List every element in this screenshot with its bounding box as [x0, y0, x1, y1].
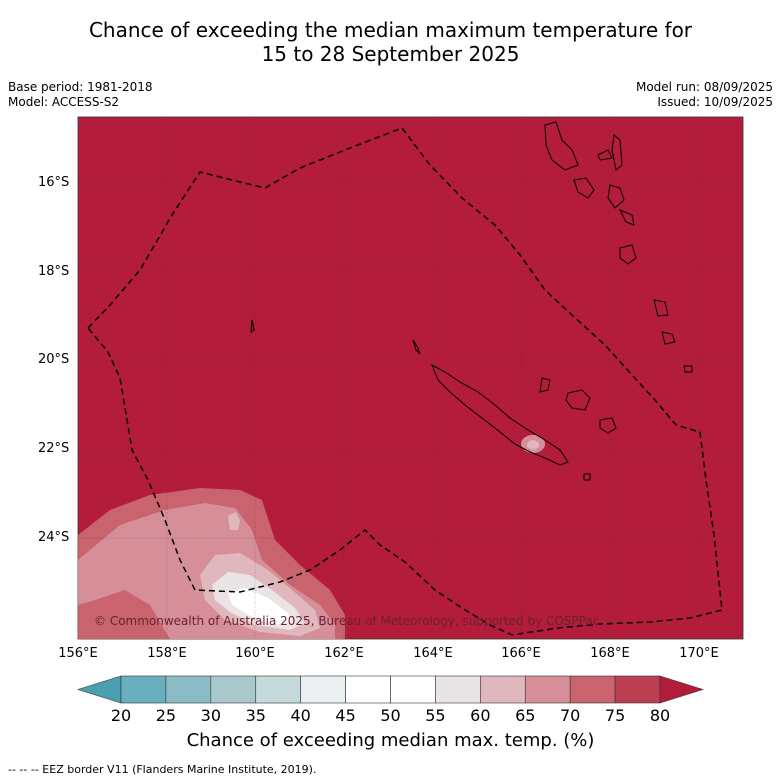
gridlines: [78, 117, 743, 639]
issued-date: Issued: 10/09/2025: [657, 95, 773, 109]
colorbar-tick-25: 25: [155, 706, 177, 725]
colorbar-tick-50: 50: [380, 706, 401, 725]
colorbar-segment-25: [165, 675, 212, 704]
lon-tick-164e: 164°E: [413, 646, 453, 661]
colorbar-segment-35: [255, 675, 301, 704]
lon-tick-170e: 170°E: [679, 646, 719, 661]
title-line-1: Chance of exceeding the median maximum t…: [88, 18, 693, 42]
colorbar-segment-45: [345, 675, 391, 704]
meta-left: Base period: 1981-2018 Model: ACCESS-S2: [8, 80, 153, 110]
colorbar-segment-20: [120, 675, 167, 704]
copyright-notice: © Commonwealth of Australia 2025, Bureau…: [94, 614, 600, 628]
lon-tick-156e: 156°E: [58, 646, 98, 661]
colorbar-segment-70: [569, 675, 616, 704]
espiritu-santo-island: [544, 121, 579, 171]
colorbar-segment-75: [614, 675, 661, 704]
belep-islands: [412, 339, 421, 355]
erromango-island: [653, 299, 669, 317]
model-run: Model run: 08/09/2025: [635, 80, 773, 94]
colorbar-tick-70: 70: [559, 706, 581, 725]
colorbar-label: Chance of exceeding median max. temp. (%…: [186, 730, 595, 751]
lon-tick-162e: 162°E: [324, 646, 364, 661]
eez-legend: -- -- -- EEZ border V11 (Flanders Marine…: [8, 763, 317, 776]
title-line-2: 15 to 28 September 2025: [261, 42, 520, 66]
vanuatu-island-2: [597, 149, 613, 161]
aneityum-island: [683, 365, 693, 373]
colorbar-tick-30: 30: [200, 706, 222, 725]
mare-island: [599, 417, 617, 434]
chesterfield-reef: [250, 319, 255, 333]
probability-contours: [78, 117, 743, 639]
colorbar-tick-20: 20: [110, 706, 132, 725]
tanna-island: [661, 331, 676, 345]
base-period: Base period: 1981-2018: [8, 80, 153, 94]
model-name: Model: ACCESS-S2: [8, 95, 120, 109]
lon-tick-158e: 158°E: [147, 646, 187, 661]
colorbar-segment-65: [524, 675, 571, 704]
walpole-island: [583, 473, 591, 481]
colorbar-tick-45: 45: [335, 706, 356, 725]
lat-tick-20s: 20°S: [38, 352, 70, 367]
lon-tick-168e: 168°E: [590, 646, 630, 661]
efate-island: [619, 244, 637, 265]
colorbar-segment-60: [480, 675, 526, 704]
colorbar-segment-40: [300, 675, 346, 704]
vanuatu-island-6: [618, 209, 635, 226]
colorbar-tick-75: 75: [604, 706, 626, 725]
colorbar-tick-80: 80: [649, 706, 671, 725]
colorbar: [76, 675, 705, 704]
contour-50-55: [228, 588, 292, 625]
colorbar-extend-high: [659, 675, 705, 704]
lat-tick-16s: 16°S: [38, 175, 70, 190]
vanuatu-island-3: [611, 134, 623, 171]
ouvea-island: [539, 377, 551, 393]
new-caledonia-island: [431, 363, 569, 466]
lat-tick-18s: 18°S: [38, 264, 70, 279]
map-title: Chance of exceeding the median maximum t…: [0, 18, 781, 66]
malakula-island: [573, 177, 595, 199]
contour-blob-nc-inner: [527, 440, 539, 450]
lon-tick-166e: 166°E: [501, 646, 541, 661]
lat-tick-22s: 22°S: [38, 441, 70, 456]
lifou-island: [565, 389, 591, 411]
colorbar-tick-40: 40: [290, 706, 311, 725]
colorbar-tick-35: 35: [245, 706, 266, 725]
lon-tick-160e: 160°E: [235, 646, 275, 661]
contour-blob-small: [228, 512, 240, 530]
colorbar-segment-55: [435, 675, 481, 704]
colorbar-segment-50: [390, 675, 436, 704]
lat-tick-24s: 24°S: [38, 530, 70, 545]
colorbar-tick-65: 65: [515, 706, 536, 725]
eez-border: [86, 127, 723, 636]
colorbar-tick-60: 60: [470, 706, 491, 725]
vanuatu-island-5: [607, 184, 625, 209]
meta-right: Model run: 08/09/2025 Issued: 10/09/2025: [636, 80, 773, 110]
colorbar-extend-low: [76, 675, 122, 704]
colorbar-tick-55: 55: [425, 706, 446, 725]
colorbar-segment-30: [210, 675, 257, 704]
